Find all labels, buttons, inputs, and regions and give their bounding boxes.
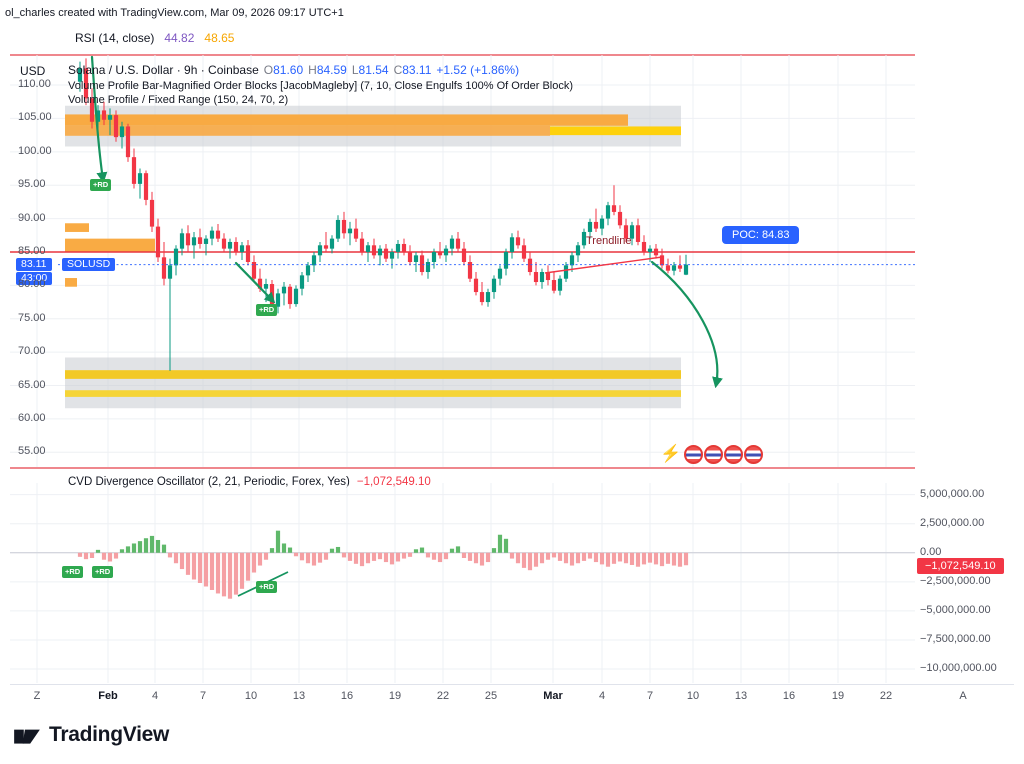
price-axis-label: 65.00 — [18, 378, 46, 391]
pane-separator-bottom — [10, 467, 915, 469]
ohlc-open-label: O — [263, 63, 274, 77]
price-axis-label: 110.00 — [18, 78, 51, 91]
price-axis-label: 100.00 — [18, 144, 52, 157]
cvd-axis-label: 2,500,000.00 — [920, 516, 985, 529]
price-axis-label: 105.00 — [18, 111, 52, 124]
cvd-axis-label: 0.00 — [920, 545, 942, 558]
symbol-title: Solana / U.S. Dollar · 9h · Coinbase — [68, 63, 259, 77]
celebration-icon — [704, 444, 724, 464]
time-axis-label: 4 — [598, 690, 606, 702]
celebration-icon — [724, 444, 744, 464]
time-axis-label: 7 — [199, 690, 207, 702]
current-price-badge: 83.11 — [16, 258, 52, 271]
ohlc-open-value: 81.60 — [273, 63, 304, 77]
time-axis-label: 7 — [646, 690, 654, 702]
tradingview-logo — [14, 729, 40, 744]
price-axis-label: 85.00 — [18, 244, 46, 257]
cvd-axis-label: −7,500,000.00 — [920, 632, 991, 645]
bar-countdown-badge: 43:00 — [16, 272, 53, 285]
price-axis-label: 80.00 — [18, 278, 46, 291]
rsi-value-2: 48.65 — [204, 31, 235, 45]
time-axis-label: 19 — [831, 690, 845, 702]
time-axis-label: Feb — [98, 690, 118, 702]
time-axis-label: 22 — [436, 690, 450, 702]
indicator-legend-order-blocks: Volume Profile Bar-Magnified Order Block… — [68, 80, 574, 92]
time-axis-label: 16 — [340, 690, 354, 702]
time-axis-divider — [10, 684, 1014, 685]
price-chart-pane[interactable] — [10, 55, 915, 467]
price-axis-label: 60.00 — [18, 411, 46, 424]
price-axis-label: 90.00 — [18, 211, 46, 224]
ohlc-high-label: H — [308, 63, 317, 77]
time-axis-label: 16 — [782, 690, 796, 702]
symbol-legend: Solana / U.S. Dollar · 9h · Coinbase O81… — [68, 63, 519, 77]
price-axis-label: 70.00 — [18, 345, 46, 358]
cvd-title: CVD Divergence Oscillator (2, 21, Period… — [68, 476, 350, 488]
time-axis-label: 10 — [686, 690, 700, 702]
rd-signal-badge: +RD — [92, 566, 114, 578]
footer-branding[interactable]: TradingView — [12, 720, 169, 750]
pane-separator-top — [10, 54, 915, 56]
cvd-legend: CVD Divergence Oscillator (2, 21, Period… — [68, 476, 431, 488]
time-axis-label: A — [959, 690, 967, 702]
cvd-value-badge: −1,072,549.10 — [917, 558, 1004, 574]
change-value: +1.52 (+1.86%) — [436, 63, 520, 77]
rd-signal-badge: +RD — [90, 179, 112, 191]
trendline-annotation-label: Trendline — [586, 235, 632, 247]
time-axis-label: Mar — [543, 690, 563, 702]
ohlc-close-value: 83.11 — [402, 63, 432, 77]
price-axis-label: 55.00 — [18, 445, 46, 458]
rsi-value-1: 44.82 — [164, 31, 195, 45]
time-axis-label: 25 — [484, 690, 498, 702]
time-axis-label: 13 — [292, 690, 306, 702]
celebration-icon — [744, 444, 764, 464]
rd-signal-badge: +RD — [256, 581, 278, 593]
symbol-badge: SOLUSD — [62, 258, 116, 271]
currency-axis-label: USD — [20, 64, 46, 78]
cvd-value: −1,072,549.10 — [356, 476, 431, 488]
rsi-legend: RSI (14, close) 44.82 48.65 — [75, 31, 234, 45]
cvd-axis-label: −5,000,000.00 — [920, 603, 991, 616]
cvd-axis-label: 5,000,000.00 — [920, 487, 985, 500]
time-axis-label: 13 — [734, 690, 748, 702]
time-axis-label: 4 — [151, 690, 159, 702]
cvd-oscillator-pane[interactable] — [10, 483, 915, 683]
poc-badge: POC: 84.83 — [722, 226, 800, 244]
ohlc-low-label: L — [351, 63, 359, 77]
cvd-axis-label: −10,000,000.00 — [920, 662, 997, 675]
cvd-axis-label: −2,500,000.00 — [920, 574, 991, 587]
sparkle-lightning-icon: ⚡ — [660, 444, 682, 463]
ohlc-high-value: 84.59 — [316, 63, 347, 77]
time-axis-label: 19 — [388, 690, 402, 702]
time-axis-label: 22 — [879, 690, 893, 702]
rd-signal-badge: +RD — [62, 566, 84, 578]
ohlc-close-label: C — [393, 63, 403, 77]
time-axis-label: 10 — [244, 690, 258, 702]
time-axis-label: Z — [33, 690, 41, 702]
price-axis-label: 75.00 — [18, 311, 46, 324]
indicator-legend-fixed-range: Volume Profile / Fixed Range (150, 24, 7… — [68, 94, 289, 106]
emoji-annotations: ⚡ — [660, 444, 764, 464]
rd-signal-badge: +RD — [256, 304, 278, 316]
ohlc-low-value: 81.54 — [358, 63, 389, 77]
rsi-title: RSI (14, close) — [75, 31, 155, 45]
brand-name: TradingView — [49, 723, 170, 746]
celebration-icon — [684, 444, 704, 464]
price-axis-label: 95.00 — [18, 178, 46, 191]
attribution-text: ol_charles created with TradingView.com,… — [5, 7, 344, 19]
